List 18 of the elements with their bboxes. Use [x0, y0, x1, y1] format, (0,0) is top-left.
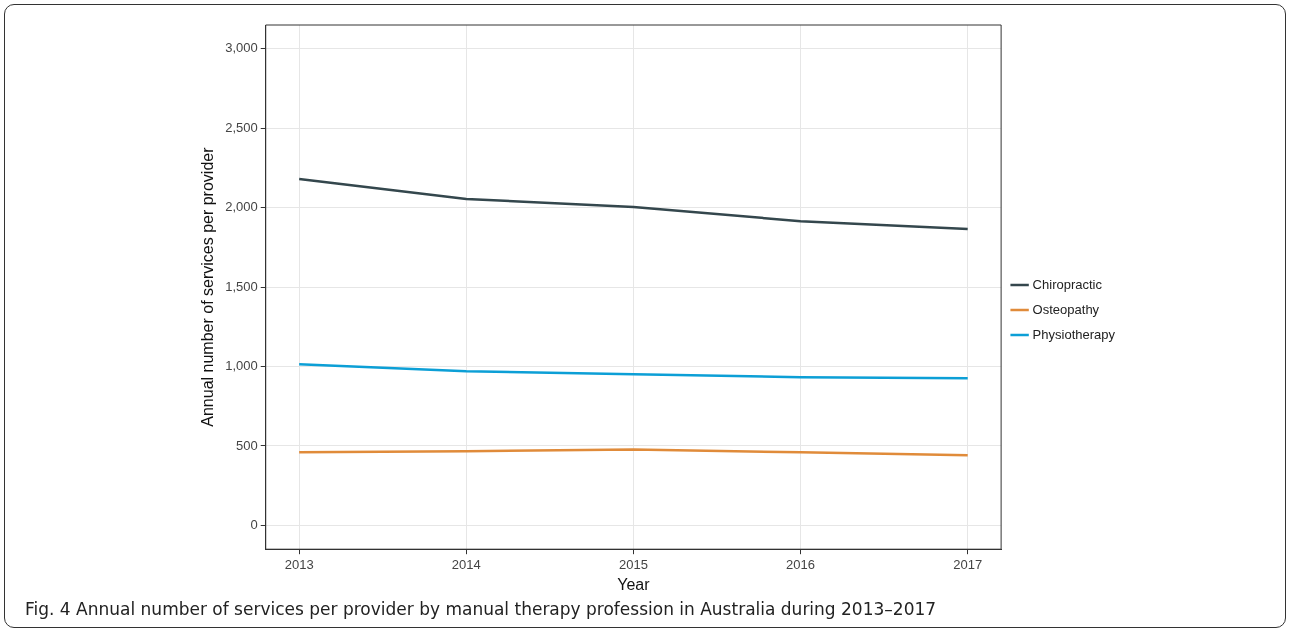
x-tick-label: 2015: [618, 556, 648, 572]
y-tick-label: 1,000: [225, 358, 258, 374]
legend-label: Chiropractic: [1032, 276, 1103, 292]
legend-label: Physiotherapy: [1032, 326, 1116, 342]
x-tick-label: 2014: [451, 556, 481, 572]
x-tick-label: 2013: [284, 556, 314, 572]
caption: Fig. 4 Annual number of services per provider by manual therapy profession in Australia during 2013–2017: [25, 599, 937, 619]
x-tick-label: 2016: [786, 556, 816, 572]
y-tick-label: 1,500: [225, 278, 258, 294]
x-tick-label: 2017: [953, 556, 983, 572]
legend-label: Osteopathy: [1032, 301, 1100, 317]
y-tick-label: 500: [236, 437, 258, 453]
y-tick-label: 0: [250, 516, 258, 532]
x-axis-title: Year: [617, 575, 651, 593]
y-tick-label: 3,000: [225, 40, 258, 56]
y-tick-label: 2,500: [225, 119, 258, 135]
y-tick-label: 2,000: [225, 199, 258, 215]
y-axis-title: Annual number of services per provider: [199, 146, 217, 427]
